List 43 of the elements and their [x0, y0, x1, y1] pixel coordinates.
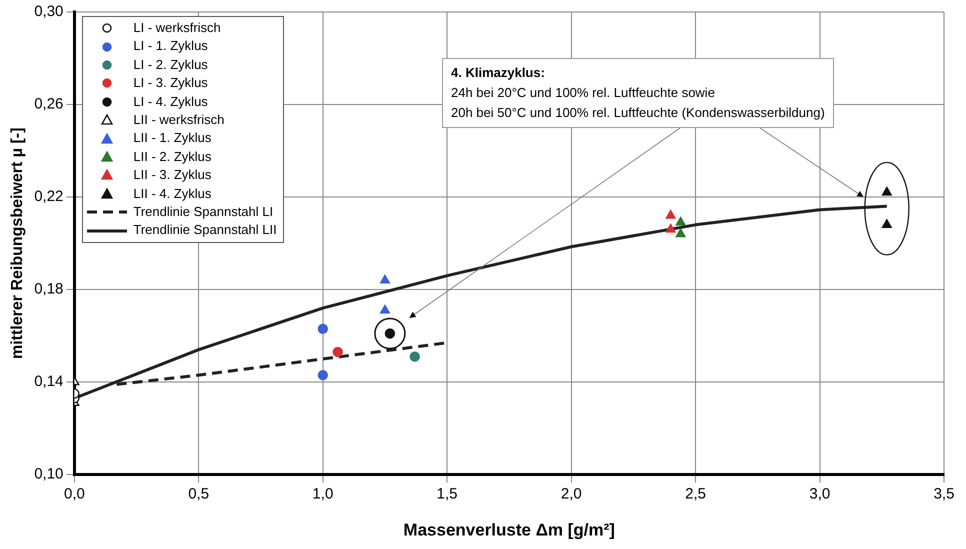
point [676, 228, 686, 238]
x-tick-label: 1,5 [436, 486, 458, 503]
point [666, 210, 676, 219]
x-tick-label: 2,5 [685, 486, 706, 503]
legend-label: LII - 1. Zyklus [133, 129, 212, 148]
legend-label: Trendlinie Spannstahl LI [133, 203, 274, 222]
x-tick-label: 0,5 [188, 486, 210, 503]
legend-label: LII - 2. Zyklus [133, 148, 212, 166]
legend-label: Trendlinie Spannstahl LII [133, 221, 277, 240]
point [380, 274, 390, 284]
point [410, 351, 420, 362]
legend-label: LI - 2. Zyklus [133, 56, 208, 74]
point [318, 370, 328, 380]
legend-label: LII - werksfrisch [133, 111, 224, 130]
y-tick-label: 0,22 [34, 188, 64, 206]
point [882, 219, 892, 228]
legend-label: LI - werksfrisch [133, 19, 221, 37]
y-axis-title: mittlerer Reibungsbeiwert µ [-] [9, 128, 26, 360]
legend-label: LII - 4. Zyklus [133, 184, 212, 203]
point [882, 186, 892, 196]
point [676, 216, 686, 226]
y-tick-label: 0,10 [34, 466, 64, 483]
legend-label: LI - 1. Zyklus [133, 37, 208, 56]
point [318, 324, 328, 334]
x-tick-label: 3,0 [809, 486, 830, 503]
x-tick-label: 3,5 [934, 486, 954, 503]
point [666, 224, 676, 233]
legend-label: LII - 3. Zyklus [133, 166, 212, 184]
legend-label: LI - 4. Zyklus [133, 92, 208, 111]
y-tick-label: 0,26 [34, 96, 64, 113]
x-tick-label: 0,0 [64, 486, 85, 503]
y-tick-label: 0,14 [34, 373, 64, 390]
y-tick-label: 0,30 [34, 3, 64, 20]
annotation: 24h bei 20°C und 100% rel. Luftfeuchte sowie [451, 84, 716, 102]
x-tick-label: 1,0 [312, 486, 334, 503]
x-tick-label: 2,0 [560, 486, 582, 503]
annotation: 20h bei 50°C und 100% rel. Luftfeuchte (Kondenswasserbildung) [451, 104, 825, 122]
annotation: 4. Klimazyklus: [451, 64, 546, 82]
point [332, 346, 343, 358]
y-tick-label: 0,18 [34, 280, 64, 298]
point [380, 304, 390, 314]
x-axis-title: Massenverluste Δm [g/m²] [403, 520, 615, 540]
legend-label: LI - 3. Zyklus [133, 74, 208, 92]
